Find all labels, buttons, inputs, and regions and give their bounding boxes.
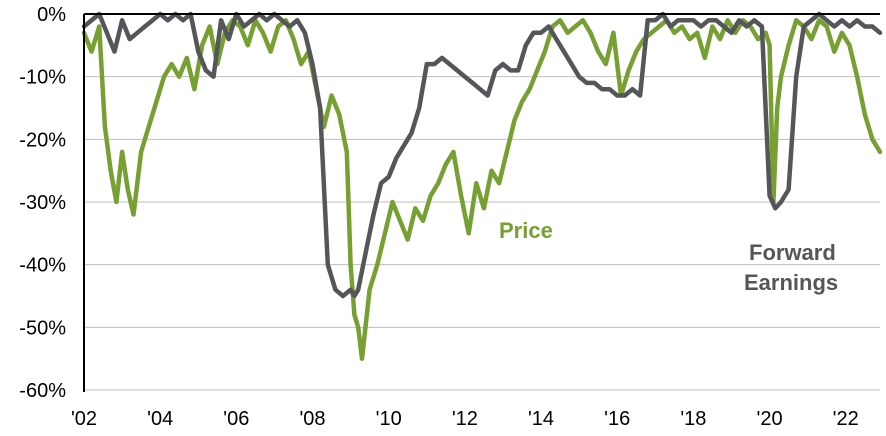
x-tick-label: '18 xyxy=(680,408,706,430)
x-tick-label: '22 xyxy=(833,408,859,430)
x-tick-label: '20 xyxy=(757,408,783,430)
forward-earnings-label-line2: Earnings xyxy=(744,270,838,295)
forward-earnings-series-line xyxy=(81,11,883,299)
y-tick-label: 0% xyxy=(37,4,66,26)
y-tick-label: -60% xyxy=(19,380,66,402)
x-tick-label: '04 xyxy=(147,408,173,430)
x-tick-labels: '02 '04 '06 '08 '10 '12 '14 '16 '18 '20 '22 xyxy=(71,408,859,430)
gridlines xyxy=(84,76,880,391)
x-tick-label: '06 xyxy=(223,408,249,430)
x-tick-label: '08 xyxy=(299,408,325,430)
y-tick-label: -20% xyxy=(19,129,66,151)
x-tick-label: '02 xyxy=(71,408,97,430)
series-annotations: Price Forward Earnings xyxy=(499,218,838,295)
series-lines xyxy=(81,11,883,361)
x-tick-label: '10 xyxy=(376,408,402,430)
y-tick-label: -40% xyxy=(19,255,66,277)
y-tick-labels: 0% -10% -20% -30% -40% -50% -60% xyxy=(19,4,66,402)
x-tick-label: '14 xyxy=(528,408,554,430)
price-series-line xyxy=(81,18,883,361)
y-tick-label: -10% xyxy=(19,67,66,89)
x-tick-label: '12 xyxy=(452,408,478,430)
price-series-label: Price xyxy=(499,218,553,243)
axes xyxy=(83,13,880,392)
forward-earnings-label-line1: Forward xyxy=(749,240,836,265)
y-tick-label: -30% xyxy=(19,192,66,214)
x-tick-label: '16 xyxy=(604,408,630,430)
y-tick-label: -50% xyxy=(19,317,66,339)
